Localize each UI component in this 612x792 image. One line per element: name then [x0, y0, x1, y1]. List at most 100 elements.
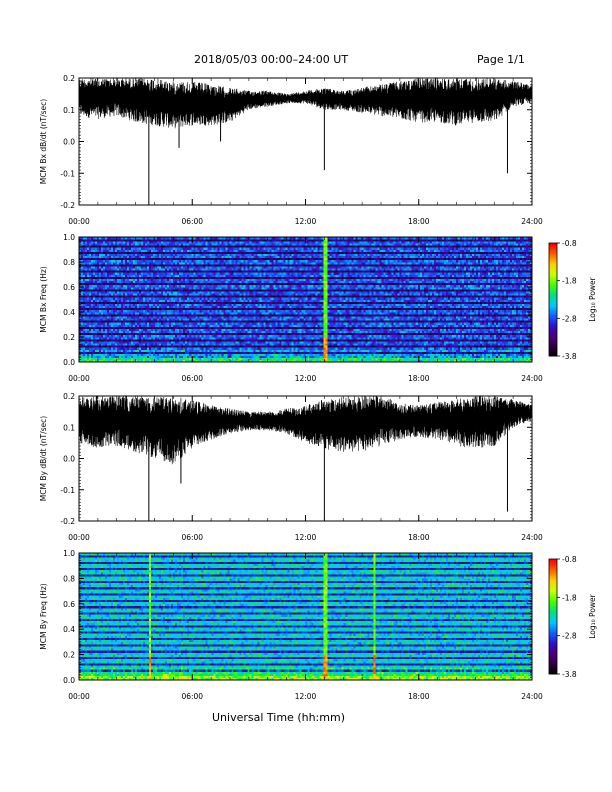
spectrogram-cell — [165, 249, 168, 252]
spectrogram-cell — [201, 322, 204, 325]
spectrogram-cell — [93, 337, 96, 340]
spectrogram-cell — [173, 282, 176, 286]
spectrogram-cell — [235, 241, 238, 244]
spectrogram-cell — [169, 268, 172, 271]
spectrogram-cell — [193, 264, 196, 267]
spectrogram-cell — [147, 293, 150, 296]
spectrogram-cell — [119, 276, 122, 279]
spectrogram-cell — [211, 349, 214, 352]
spectrogram-cell — [113, 307, 116, 311]
spectrogram-cell — [161, 307, 164, 311]
spectrogram-cell — [157, 330, 160, 334]
spectrogram-cell — [119, 320, 122, 323]
spectrogram-cell — [125, 301, 128, 304]
spectrogram-cell — [155, 264, 158, 267]
spectrogram-cell — [233, 247, 236, 250]
spectrogram-cell — [159, 295, 162, 298]
spectrogram-cell — [91, 341, 94, 344]
spectrogram-cell — [187, 272, 190, 275]
spectrogram-cell — [191, 343, 194, 346]
spectrogram-cell — [85, 251, 88, 254]
spectrogram-cell — [131, 301, 134, 304]
spectrogram-cell — [147, 251, 150, 254]
spectrogram-cell — [95, 339, 98, 342]
spectrogram-cell — [159, 309, 162, 313]
spectrogram-cell — [121, 343, 124, 346]
spectrogram-cell — [135, 237, 138, 240]
spectrogram-cell — [237, 268, 240, 271]
spectrogram-cell — [199, 268, 202, 271]
spectrogram-cell — [85, 255, 88, 259]
spectrogram-cell — [183, 297, 186, 300]
spectrogram-cell — [139, 303, 142, 307]
spectrogram-cell — [173, 305, 176, 309]
spectrogram-cell — [191, 332, 194, 336]
spectrogram-cell — [231, 293, 234, 296]
spectrogram-cell — [79, 324, 82, 327]
spectrogram-cell — [221, 264, 224, 267]
spectrogram-cell — [161, 337, 164, 340]
spectrogram-cell — [173, 320, 176, 323]
spectrogram-cell — [217, 237, 220, 240]
spectrogram-cell — [179, 247, 182, 250]
spectrogram-cell — [221, 272, 224, 275]
spectrogram-cell — [225, 291, 228, 294]
spectrogram-cell — [235, 359, 238, 363]
spectrogram-cell — [231, 326, 234, 329]
spectrogram-cell — [197, 237, 200, 240]
spectrogram-cell — [125, 305, 128, 309]
spectrogram-cell — [87, 305, 90, 309]
spectrogram-cell — [147, 249, 150, 252]
spectrogram-cell — [117, 359, 120, 363]
spectrogram-cell — [157, 307, 160, 311]
spectrogram-cell — [135, 322, 138, 325]
spectrogram-cell — [153, 355, 156, 359]
spectrogram-cell — [109, 245, 112, 248]
spectrogram-cell — [123, 309, 126, 313]
spectrogram-cell — [117, 259, 120, 263]
spectrogram-cell — [127, 253, 130, 257]
spectrogram-cell — [215, 276, 218, 279]
spectrogram-cell — [119, 341, 122, 344]
spectrogram-cell — [131, 324, 134, 327]
spectrogram-cell — [105, 284, 108, 288]
spectrogram-cell — [229, 272, 232, 275]
spectrogram-cell — [235, 334, 238, 338]
spectrogram-cell — [147, 239, 150, 242]
spectrogram-cell — [113, 253, 116, 257]
spectrogram-cell — [97, 253, 100, 257]
spectrogram-cell — [189, 262, 192, 265]
spectrogram-cell — [113, 341, 116, 344]
spectrogram-cell — [155, 334, 158, 338]
spectrogram-cell — [219, 312, 222, 315]
spectrogram-cell — [113, 347, 116, 350]
spectrogram-cell — [209, 289, 212, 292]
spectrogram-cell — [209, 341, 212, 344]
spectrogram-cell — [223, 345, 226, 348]
spectrogram-cell — [91, 359, 94, 363]
spectrogram-cell — [115, 257, 118, 261]
spectrogram-cell — [229, 278, 232, 282]
spectrogram-cell — [125, 251, 128, 254]
spectrogram-cell — [239, 345, 242, 348]
spectrogram-cell — [153, 303, 156, 307]
spectrogram-cell — [185, 312, 188, 315]
spectrogram-cell — [189, 334, 192, 338]
spectrogram-cell — [163, 274, 166, 277]
spectrogram-cell — [199, 341, 202, 344]
spectrogram-cell — [207, 307, 210, 311]
spectrogram-cell — [171, 355, 174, 359]
spectrogram-cell — [115, 341, 118, 344]
spectrogram-cell — [83, 284, 86, 288]
spectrogram-cell — [237, 247, 240, 250]
spectrogram-cell — [129, 299, 132, 302]
spectrogram-cell — [193, 322, 196, 325]
spectrogram-cell — [103, 334, 106, 338]
spectrogram-cell — [219, 357, 222, 361]
spectrogram-cell — [157, 316, 160, 319]
spectrogram-cell — [93, 347, 96, 350]
spectrogram-cell — [151, 249, 154, 252]
spectrogram-cell — [209, 322, 212, 325]
spectrogram-cell — [161, 316, 164, 319]
spectrogram-cell — [151, 309, 154, 313]
